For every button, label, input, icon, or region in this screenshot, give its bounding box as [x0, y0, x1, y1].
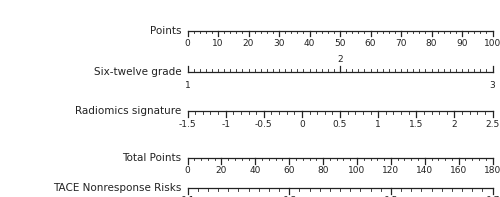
Text: 0: 0 [184, 39, 190, 48]
Text: 20: 20 [243, 39, 254, 48]
Text: 1: 1 [184, 81, 190, 90]
Text: 160: 160 [450, 166, 467, 175]
Text: 0: 0 [184, 166, 190, 175]
Text: 100: 100 [348, 166, 366, 175]
Text: 90: 90 [456, 39, 468, 48]
Text: 20: 20 [216, 166, 227, 175]
Text: Points: Points [150, 26, 182, 35]
Text: 60: 60 [365, 39, 376, 48]
Text: 80: 80 [426, 39, 437, 48]
Text: Total Points: Total Points [122, 153, 182, 163]
Text: 40: 40 [250, 166, 261, 175]
Text: TACE Nonresponse Risks: TACE Nonresponse Risks [53, 183, 182, 193]
Text: 0.1: 0.1 [180, 196, 194, 197]
Text: 2: 2 [337, 55, 343, 64]
Text: 70: 70 [395, 39, 407, 48]
Text: 120: 120 [382, 166, 400, 175]
Text: Six-twelve grade: Six-twelve grade [94, 67, 182, 77]
Text: 0.7: 0.7 [486, 196, 500, 197]
Text: 0.3: 0.3 [282, 196, 296, 197]
Text: -0.5: -0.5 [255, 120, 272, 129]
Text: 50: 50 [334, 39, 345, 48]
Text: Radiomics signature: Radiomics signature [75, 106, 182, 116]
Text: 2: 2 [452, 120, 457, 129]
Text: 60: 60 [284, 166, 295, 175]
Text: 0: 0 [299, 120, 305, 129]
Text: 1.5: 1.5 [409, 120, 424, 129]
Text: 100: 100 [484, 39, 500, 48]
Text: 40: 40 [304, 39, 315, 48]
Text: 140: 140 [416, 166, 434, 175]
Text: 180: 180 [484, 166, 500, 175]
Text: 0.5: 0.5 [384, 196, 398, 197]
Text: 0.5: 0.5 [333, 120, 347, 129]
Text: -1: -1 [221, 120, 230, 129]
Text: 1: 1 [375, 120, 381, 129]
Text: -1.5: -1.5 [178, 120, 196, 129]
Text: 30: 30 [273, 39, 285, 48]
Text: 80: 80 [318, 166, 329, 175]
Text: 2.5: 2.5 [486, 120, 500, 129]
Text: 3: 3 [490, 81, 496, 90]
Text: 10: 10 [212, 39, 224, 48]
